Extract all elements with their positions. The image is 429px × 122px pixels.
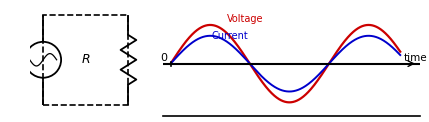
Text: R: R xyxy=(82,53,90,66)
Text: Voltage: Voltage xyxy=(227,14,263,24)
Text: time: time xyxy=(404,53,428,63)
Text: 0: 0 xyxy=(160,53,167,63)
Bar xyxy=(43,15,128,105)
Text: Current: Current xyxy=(211,31,248,41)
